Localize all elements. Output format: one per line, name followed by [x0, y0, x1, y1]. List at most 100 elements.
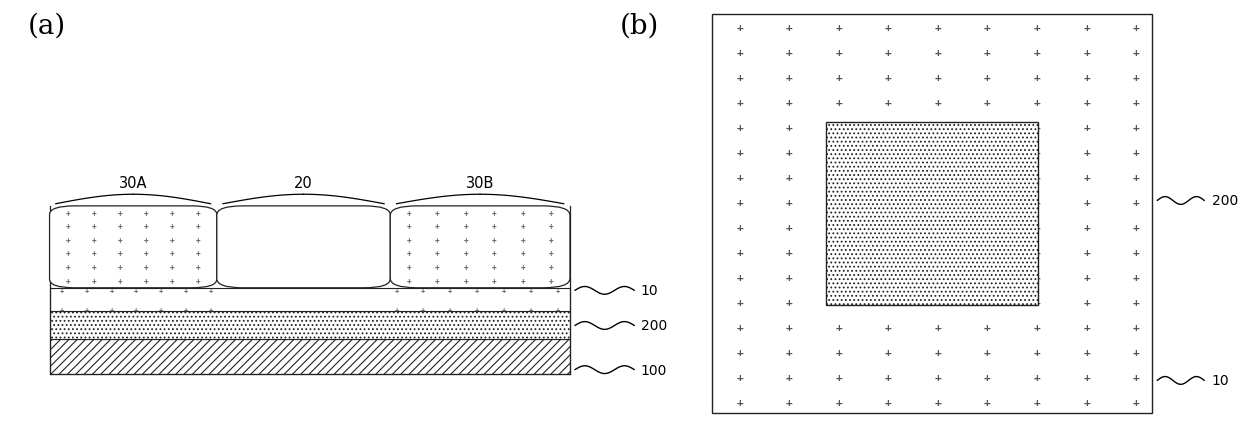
Text: +: + — [144, 209, 149, 217]
Text: +: + — [92, 276, 97, 285]
Text: +: + — [66, 235, 71, 244]
Text: +: + — [529, 306, 533, 312]
Text: +: + — [144, 222, 149, 231]
Text: +: + — [736, 347, 743, 357]
Text: +: + — [520, 209, 525, 217]
Text: +: + — [885, 272, 892, 283]
Text: +: + — [835, 247, 843, 258]
Text: +: + — [1033, 23, 1041, 33]
Text: +: + — [449, 306, 452, 312]
Text: +: + — [118, 235, 123, 244]
Text: +: + — [984, 222, 991, 233]
Text: +: + — [118, 222, 123, 231]
Text: +: + — [59, 306, 64, 312]
Text: +: + — [786, 322, 793, 332]
Text: +: + — [435, 235, 440, 244]
Text: +: + — [984, 347, 991, 357]
Text: +: + — [1132, 347, 1140, 357]
Text: +: + — [502, 287, 506, 293]
Text: +: + — [196, 262, 201, 271]
Text: +: + — [1083, 372, 1090, 382]
Text: +: + — [520, 235, 525, 244]
Text: +: + — [109, 287, 114, 293]
Text: +: + — [1033, 297, 1041, 307]
Text: +: + — [1132, 272, 1140, 283]
Text: +: + — [84, 287, 89, 293]
Text: +: + — [449, 287, 452, 293]
Text: +: + — [736, 98, 743, 108]
Text: +: + — [92, 235, 97, 244]
Text: +: + — [736, 123, 743, 133]
Text: 200: 200 — [641, 319, 667, 333]
Text: +: + — [885, 73, 892, 83]
Text: +: + — [1132, 73, 1140, 83]
Text: +: + — [1033, 347, 1041, 357]
Text: +: + — [885, 23, 892, 33]
Text: +: + — [66, 249, 71, 258]
Text: +: + — [463, 222, 468, 231]
Text: +: + — [786, 73, 793, 83]
Text: +: + — [208, 287, 213, 293]
Text: +: + — [549, 235, 554, 244]
Text: +: + — [835, 347, 843, 357]
Text: +: + — [1083, 297, 1090, 307]
Text: +: + — [1083, 247, 1090, 258]
Text: +: + — [984, 147, 991, 158]
Text: +: + — [1132, 147, 1140, 158]
Text: +: + — [1033, 247, 1041, 258]
Text: +: + — [835, 147, 843, 158]
Text: +: + — [492, 262, 497, 271]
Text: +: + — [835, 222, 843, 233]
Text: +: + — [934, 73, 942, 83]
Text: +: + — [835, 372, 843, 382]
Text: +: + — [394, 306, 399, 312]
Text: +: + — [549, 276, 554, 285]
Text: +: + — [463, 249, 468, 258]
Text: +: + — [144, 249, 149, 258]
Text: +: + — [196, 276, 201, 285]
Text: +: + — [435, 249, 440, 258]
FancyBboxPatch shape — [217, 206, 390, 288]
Text: +: + — [66, 222, 71, 231]
Text: +: + — [885, 48, 892, 58]
Text: 100: 100 — [641, 363, 667, 377]
Text: +: + — [984, 372, 991, 382]
Text: +: + — [1033, 73, 1041, 83]
Text: +: + — [885, 372, 892, 382]
Text: +: + — [1033, 147, 1041, 158]
Text: +: + — [1132, 98, 1140, 108]
Text: 10: 10 — [641, 284, 658, 298]
Text: +: + — [549, 262, 554, 271]
Text: 20: 20 — [294, 175, 313, 190]
Text: +: + — [1132, 372, 1140, 382]
Text: +: + — [736, 172, 743, 183]
Text: +: + — [66, 276, 71, 285]
Text: +: + — [1132, 123, 1140, 133]
Text: +: + — [92, 262, 97, 271]
Text: +: + — [492, 222, 497, 231]
Text: +: + — [736, 23, 743, 33]
Text: +: + — [463, 276, 468, 285]
Text: +: + — [736, 272, 743, 283]
Text: +: + — [885, 322, 892, 332]
Text: +: + — [786, 247, 793, 258]
Text: +: + — [492, 276, 497, 285]
Text: +: + — [934, 222, 942, 233]
Text: +: + — [394, 287, 399, 293]
Text: +: + — [1033, 48, 1041, 58]
Text: +: + — [183, 287, 188, 293]
Text: +: + — [435, 209, 440, 217]
Text: +: + — [736, 197, 743, 208]
Text: +: + — [786, 347, 793, 357]
Text: +: + — [736, 73, 743, 83]
Text: +: + — [835, 272, 843, 283]
FancyBboxPatch shape — [390, 206, 570, 288]
Text: +: + — [555, 287, 560, 293]
Text: +: + — [1033, 98, 1041, 108]
Text: +: + — [984, 48, 991, 58]
Text: +: + — [984, 397, 991, 407]
Text: +: + — [934, 23, 942, 33]
Text: +: + — [984, 172, 991, 183]
Text: +: + — [1033, 322, 1041, 332]
Text: +: + — [885, 247, 892, 258]
